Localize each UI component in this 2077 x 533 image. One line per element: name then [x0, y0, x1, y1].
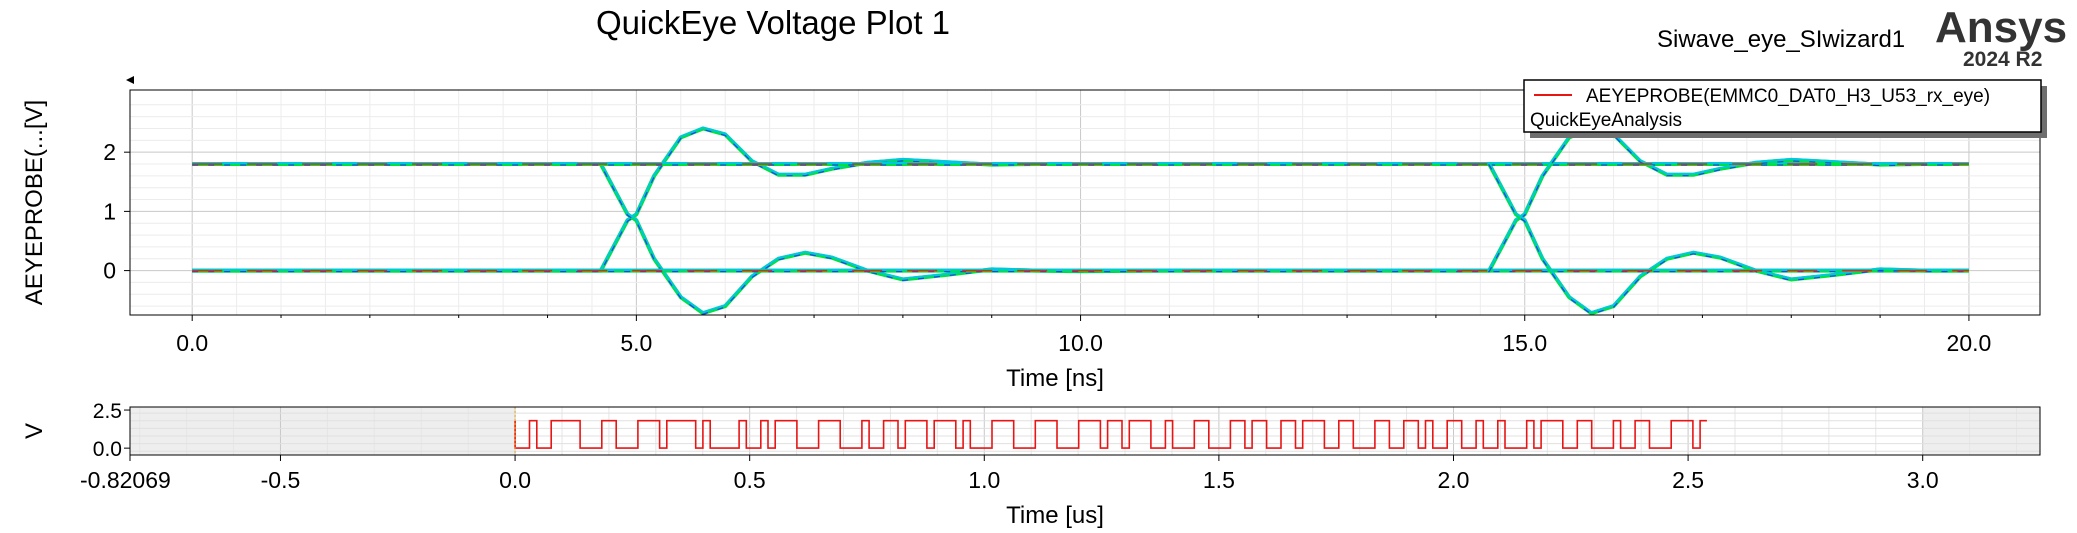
x-tick-label: 10.0	[1058, 330, 1103, 356]
plot-border	[129, 406, 2041, 456]
shaded-region-left	[130, 407, 516, 455]
chart-title: QuickEye Voltage Plot 1	[595, 4, 951, 41]
x-axis-label: Time [ns]	[1006, 365, 1104, 392]
design-name: Siwave_eye_SIwizard1	[1657, 26, 1906, 53]
x-tick-label: 0.0	[499, 467, 531, 493]
x-tick-label: -0.82069	[80, 467, 171, 493]
y-axis-label: AEYEPROBE(...[V]	[21, 100, 48, 305]
version-label: 2024 R2	[1963, 48, 2043, 71]
x-tick-label: 5.0	[620, 330, 652, 356]
eye-plot[interactable]: 0.0 5.0 10.0 15.0 20.0 0 1 2 Time [ns] AEYEPROBE(…	[21, 76, 2047, 392]
legend[interactable]: AEYEPROBE(EMMC0_DAT0_H3_U53_rx_eye) Quick…	[1523, 79, 2047, 138]
y-tick-label: 0	[103, 258, 116, 284]
legend-box	[1523, 79, 2042, 133]
y-tick-label: 2.5	[93, 400, 122, 423]
bitstream-trace	[514, 419, 1707, 449]
rising-trace-2-cyan	[192, 126, 1969, 271]
x-tick-label: 1.5	[1203, 467, 1235, 493]
x-tick-label: 2.0	[1437, 467, 1469, 493]
x-tick-label: 1.0	[968, 467, 1000, 493]
y-tick-label: 0.0	[93, 438, 122, 461]
axis-marker-icon	[126, 76, 134, 84]
rising-trace-blue	[192, 128, 1969, 273]
x-tick-label: -0.5	[261, 467, 301, 493]
falling-trace-2-cyan	[192, 162, 1969, 314]
x-tick-label: 0.0	[176, 330, 208, 356]
x-tick-label: 3.0	[1907, 467, 1939, 493]
legend-subtitle: QuickEyeAnalysis	[1530, 110, 1682, 131]
bitstream-plot[interactable]: -0.82069 -0.5 0.0 0.5 1.0 1.5 2.0 2.5 3.0 2.5 0.0 T…	[21, 400, 2041, 529]
shaded-region-right	[1922, 407, 2040, 455]
y-axis-label: V	[21, 423, 48, 439]
x-tick-label: 0.5	[734, 467, 766, 493]
legend-entry: AEYEPROBE(EMMC0_DAT0_H3_U53_rx_eye)	[1586, 86, 1990, 107]
x-tick-label: 20.0	[1947, 330, 1992, 356]
x-tick-label: 15.0	[1502, 330, 1547, 356]
ansys-logo: Ansys	[1935, 3, 2068, 52]
x-tick-label: 2.5	[1672, 467, 1704, 493]
plot-border	[129, 89, 2041, 316]
y-tick-label: 1	[103, 198, 116, 224]
x-axis-label: Time [us]	[1006, 502, 1104, 529]
y-tick-label: 2	[103, 139, 116, 165]
falling-trace-2-blue	[192, 164, 1969, 315]
